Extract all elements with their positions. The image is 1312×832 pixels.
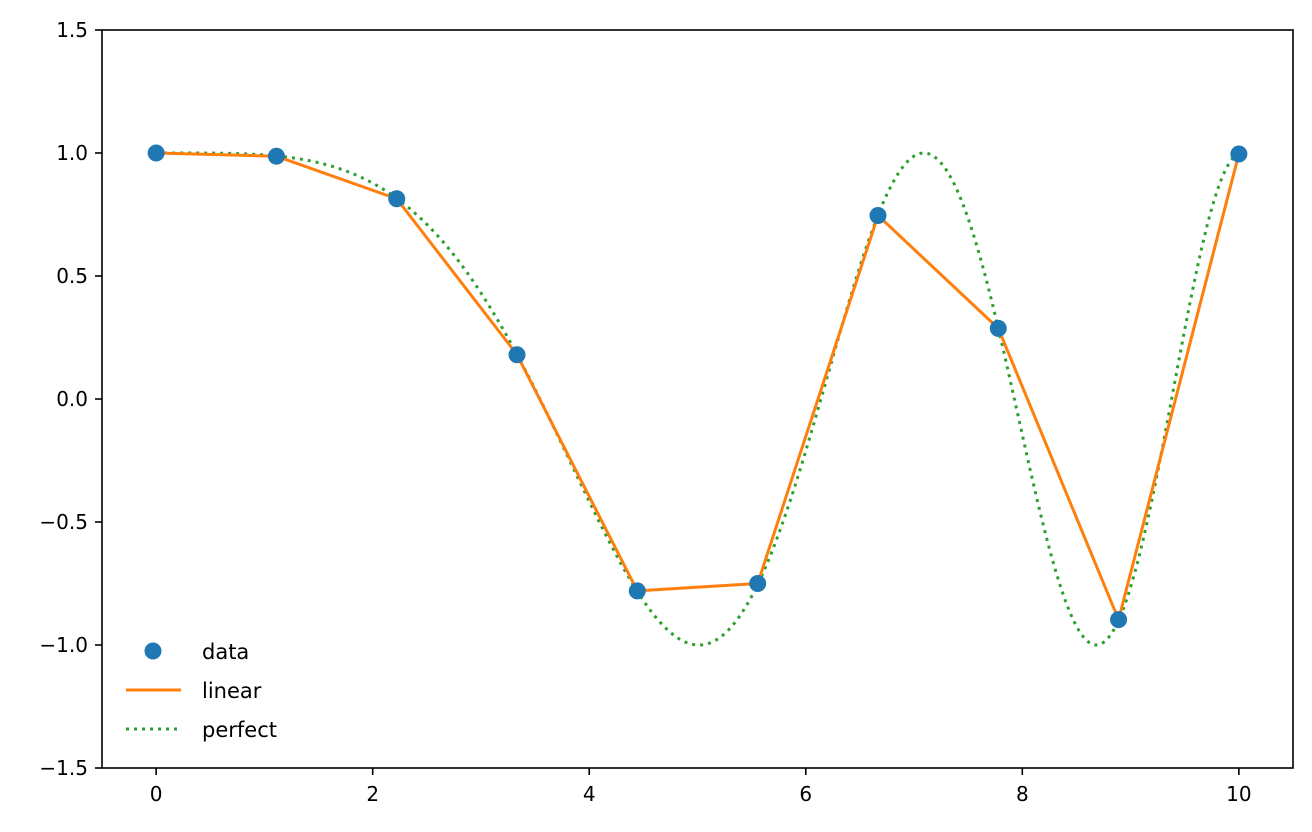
data-point [749,575,767,592]
y-tick-label: −1.0 [39,633,88,657]
data-point [628,582,646,600]
data-point [267,147,285,165]
data-point [989,319,1007,337]
x-tick-label: 6 [799,782,812,806]
data-point [1110,611,1128,629]
y-tick-label: −0.5 [39,510,88,534]
data-point [508,346,526,364]
x-tick-label: 2 [366,782,379,806]
y-tick-label: 0.5 [56,264,88,288]
series-layer [147,144,1248,647]
legend-label-perfect: perfect [202,718,277,742]
axes-layer: 0 2 4 6 8 10 −1.5 −1.0 −0.5 0.0 0.5 1.0 1.5 [39,18,1294,806]
y-tick-label: 1.0 [56,141,88,165]
x-tick-label: 10 [1226,782,1251,806]
y-tick-label: 0.0 [56,387,88,411]
series-linear-line [156,151,1241,622]
legend-marker-data [144,642,162,660]
y-tick-label: 1.5 [56,18,88,42]
x-tick-label: 8 [1016,782,1029,806]
legend-label-data: data [202,640,249,664]
data-point [147,144,165,162]
legend-label-linear: linear [202,679,262,703]
data-point [1230,145,1248,163]
data-point [388,190,406,208]
data-point [869,206,887,224]
x-tick-label: 4 [583,782,596,806]
x-tick-label: 0 [150,782,163,806]
y-tick-label: −1.5 [39,756,88,780]
legend: data linear perfect [126,640,277,742]
